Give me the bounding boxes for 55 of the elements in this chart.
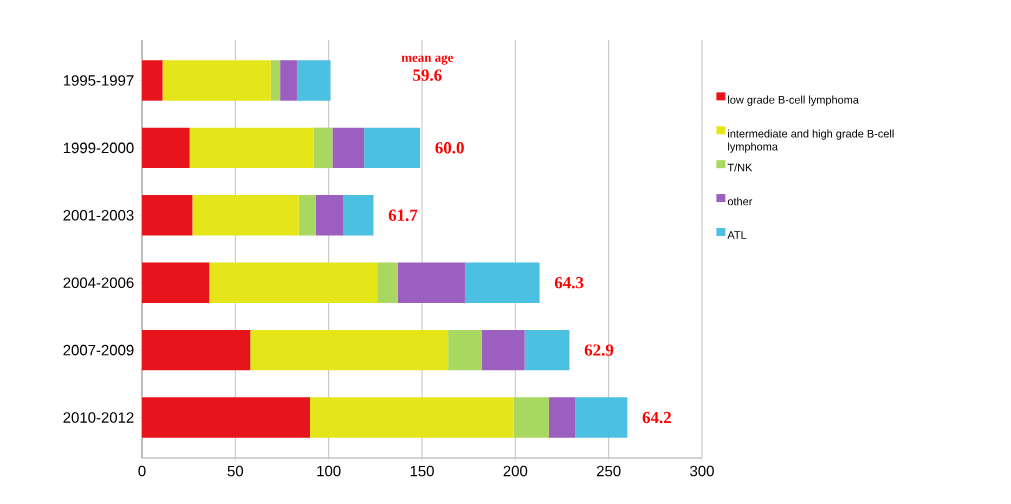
bar [209, 262, 378, 303]
y-tick-label: 1995-1997 [63, 75, 134, 86]
bar [575, 397, 628, 438]
x-tick-label: 150 [410, 465, 434, 477]
y-tick-label: 1999-2000 [63, 142, 134, 154]
annotation: 60.0 [435, 142, 464, 154]
y-tick-label: 2007-2009 [63, 344, 134, 356]
annotation: 64.3 [554, 276, 584, 289]
y-tick-label: 2010-2012 [63, 412, 134, 423]
bar [513, 397, 549, 438]
bar [397, 262, 465, 303]
x-tick-label: 0 [138, 465, 146, 477]
annotation: 59.6 [413, 69, 442, 81]
x-tick-label: 50 [227, 465, 244, 477]
bar [364, 127, 421, 169]
legend-label: ATL [727, 231, 747, 239]
bar [142, 195, 193, 236]
bar [448, 329, 482, 371]
legend-label: other [727, 197, 753, 206]
bar [142, 60, 163, 101]
bar [298, 195, 316, 236]
bar [189, 127, 314, 169]
y-tick-label: 2004-2006 [63, 277, 134, 288]
annotation: mean age [401, 55, 454, 65]
legend-label: intermediate and high grade B-cell lymphoma [728, 129, 894, 153]
y-tick-label: 2001-2003 [63, 210, 134, 221]
x-tick-label: 200 [503, 465, 528, 477]
bar [377, 262, 398, 303]
bar [162, 60, 271, 101]
legend-label: T/NK [727, 163, 753, 172]
bar [332, 127, 365, 169]
bar [142, 329, 251, 371]
bar [313, 127, 333, 169]
bar [524, 329, 570, 371]
bar [481, 329, 525, 371]
x-tick-label: 250 [596, 465, 621, 477]
bar [315, 195, 344, 236]
bar [142, 397, 310, 438]
annotation: 61.7 [388, 209, 418, 222]
bar [280, 60, 297, 101]
bar [296, 60, 331, 101]
bar [192, 195, 299, 236]
x-tick-label: 300 [690, 465, 714, 477]
bar [548, 397, 576, 438]
bar [310, 397, 514, 438]
annotation: 64.2 [642, 411, 671, 424]
bar [142, 127, 190, 169]
bar [250, 329, 449, 371]
x-tick-label: 100 [317, 465, 341, 477]
bar [343, 195, 374, 236]
bar [142, 262, 210, 303]
legend-label: low grade B-cell lymphoma [728, 95, 859, 106]
bar [270, 60, 281, 101]
bar [464, 262, 540, 303]
annotation: 62.9 [584, 344, 614, 356]
